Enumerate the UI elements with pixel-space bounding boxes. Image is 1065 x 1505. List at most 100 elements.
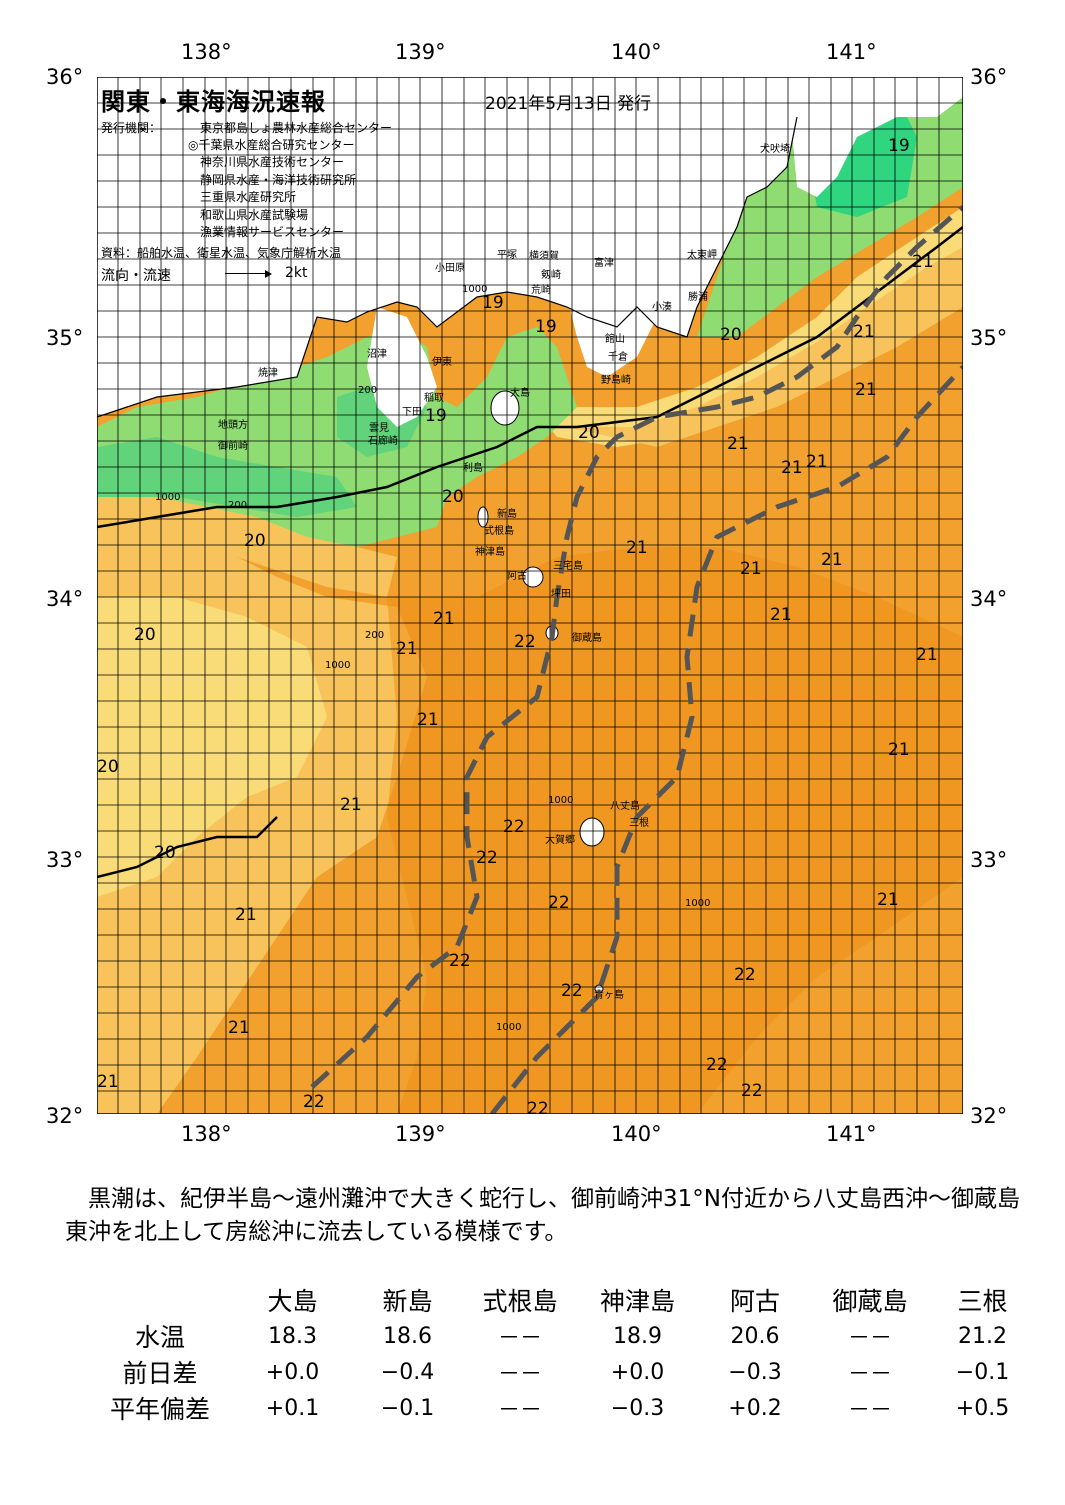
isotherm-label: 22	[503, 817, 525, 837]
isotherm-label: 22	[548, 893, 570, 913]
lon-label-top-141: 141°	[826, 40, 877, 64]
isotherm-label: 21	[727, 434, 749, 454]
isotherm-label: 21	[877, 890, 899, 910]
station-header: 三根	[957, 1287, 1008, 1316]
isotherm-label: 21	[396, 639, 418, 659]
isotherm-label: 22	[476, 848, 498, 868]
table-cell: −0.3	[728, 1359, 782, 1385]
place-label: 三宅島	[553, 561, 583, 572]
table-row: 前日差 +0.0 −0.4 －－ +0.0 −0.3 －－ −0.1	[85, 1354, 1035, 1390]
table-cell: −0.3	[610, 1395, 665, 1421]
isotherm-label: 20	[244, 531, 266, 551]
place-label: 伊東	[432, 357, 452, 368]
table-cell: +0.1	[265, 1395, 320, 1421]
lat-label-right-32: 32°	[970, 1104, 1008, 1128]
issuer-1: 東京都島しょ農林水産総合センター	[200, 121, 393, 135]
isotherm-label: 22	[734, 965, 756, 985]
isotherm-label: 19	[535, 317, 557, 337]
sea-temperature-map	[97, 77, 963, 1114]
issuer-4: 静岡県水産・海洋技術研究所	[200, 173, 357, 187]
table-cell: －－	[847, 1326, 892, 1351]
table-cell: 20.6	[730, 1323, 780, 1349]
table-cell: +0.0	[610, 1359, 665, 1385]
isotherm-label: 21	[417, 710, 439, 730]
place-label: 沼津	[367, 349, 387, 360]
isotherm-label: 21	[821, 550, 843, 570]
land-boso	[567, 117, 717, 377]
kuroshio-axis-west	[310, 205, 963, 1089]
lat-label-right-36: 36°	[970, 65, 1008, 89]
issue-date: 2021年5月13日 発行	[485, 94, 652, 114]
lat-label-left-36: 36°	[46, 65, 84, 89]
depth-label: 1000	[155, 492, 181, 503]
lat-label-left-33: 33°	[46, 848, 84, 872]
place-label: 下田	[402, 407, 422, 418]
sea-warmest-core	[387, 547, 963, 1114]
isotherm-label: 21	[855, 380, 877, 400]
lon-label-bottom-140: 140°	[611, 1122, 662, 1146]
table-cell: 18.9	[613, 1323, 662, 1349]
isotherm-label: 21	[806, 452, 828, 472]
isotherm-20	[97, 226, 963, 529]
station-header: 神津島	[599, 1287, 675, 1316]
table-cell: 18.6	[383, 1323, 432, 1349]
place-label: 地頭方	[218, 420, 248, 431]
table-cell: －－	[497, 1362, 542, 1387]
issuer-3: 神奈川県水産技術センター	[200, 155, 345, 169]
place-label: 大島	[510, 388, 530, 399]
place-label: 坪田	[551, 589, 571, 600]
place-label: 富津	[594, 258, 614, 269]
table-row: 平年偏差 +0.1 −0.1 －－ −0.3 +0.2 －－ +0.5	[85, 1390, 1035, 1426]
isotherm-label: 20	[134, 625, 156, 645]
isotherm-20-south	[97, 816, 278, 879]
lon-label-bottom-139: 139°	[395, 1122, 446, 1146]
table-cell: －－	[497, 1326, 542, 1351]
place-label: 太東岬	[687, 250, 717, 261]
place-label: 八丈島	[610, 801, 640, 812]
depth-label: 1000	[325, 660, 351, 671]
current-legend-label: 流向・流速	[101, 268, 171, 284]
place-label: 雲見	[369, 423, 389, 434]
isotherm-label: 21	[853, 322, 875, 342]
isotherm-label: 21	[97, 1072, 119, 1092]
isotherm-label: 22	[527, 1099, 549, 1119]
depth-label: 200	[365, 630, 385, 641]
kuroshio-comment: 黒潮は、紀伊半島～遠州灘沖で大きく蛇行し、御前崎沖31°N付近から八丈島西沖～御…	[65, 1186, 1020, 1245]
kuroshio-axis-east	[490, 365, 963, 1114]
table-cell: －－	[847, 1398, 892, 1423]
table-cell: +0.0	[265, 1359, 320, 1385]
table-cell: −0.1	[380, 1395, 435, 1421]
isotherm-label: 20	[720, 325, 742, 345]
lon-label-top-140: 140°	[611, 40, 662, 64]
depth-label: 1000	[462, 284, 488, 295]
place-label: 御蔵島	[572, 633, 602, 644]
place-label: 焼津	[258, 368, 278, 379]
coastline	[97, 116, 798, 418]
place-label: 稲取	[424, 393, 444, 404]
depth-label: 200	[358, 385, 378, 396]
isotherm-label: 19	[888, 136, 910, 156]
row-label: 前日差	[122, 1359, 198, 1388]
isotherm-label: 21	[626, 538, 648, 558]
isotherm-label: 21	[770, 605, 792, 625]
table-cell: −0.1	[955, 1359, 1010, 1385]
isotherm-label: 21	[228, 1018, 250, 1038]
map-title: 関東・東海海況速報	[101, 88, 326, 116]
place-label: 三根	[629, 818, 649, 829]
depth-label: 1000	[496, 1022, 522, 1033]
depth-label: 1000	[548, 795, 574, 806]
isotherm-label: 21	[740, 559, 762, 579]
depth-label: 1000	[685, 898, 711, 909]
place-label: 千倉	[608, 352, 628, 363]
table-cell: +0.2	[728, 1395, 782, 1421]
current-legend-scale: 2kt	[285, 265, 308, 281]
place-label: 荒崎	[531, 285, 551, 296]
place-label: 小田原	[435, 263, 465, 274]
place-label: 館山	[605, 334, 625, 345]
table-row: 水温 18.3 18.6 －－ 18.9 20.6 －－ 21.2	[85, 1318, 1035, 1354]
lat-label-right-35: 35°	[970, 326, 1008, 350]
place-label: 勝浦	[688, 292, 708, 303]
table-cell: －－	[497, 1398, 542, 1423]
issuer-6: 和歌山県水産試験場	[200, 208, 309, 222]
place-label: 剱崎	[541, 270, 561, 281]
